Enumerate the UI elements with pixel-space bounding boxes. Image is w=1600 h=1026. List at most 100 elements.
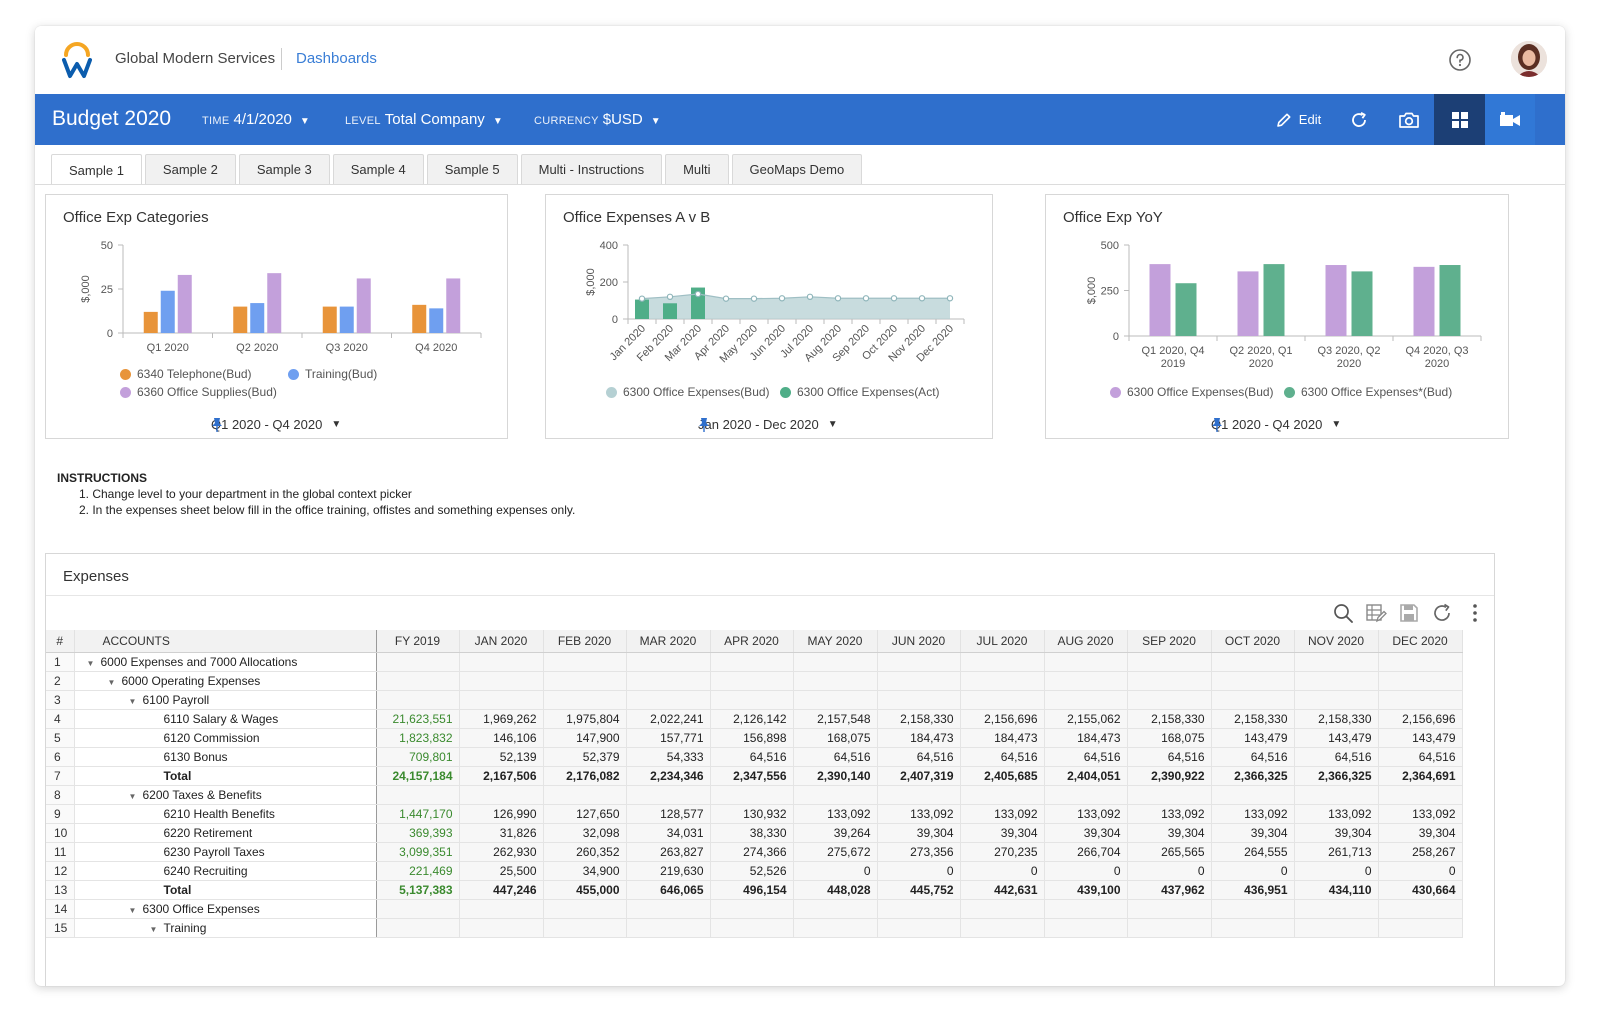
month-value-cell[interactable]: 157,771 bbox=[626, 728, 711, 748]
month-value-cell[interactable]: 64,516 bbox=[1294, 747, 1379, 767]
month-value-cell[interactable]: 133,092 bbox=[1211, 804, 1295, 824]
account-cell[interactable]: 6210 Health Benefits bbox=[74, 804, 377, 824]
month-value-cell[interactable] bbox=[626, 671, 711, 691]
account-cell[interactable]: Total bbox=[74, 766, 377, 786]
month-value-cell[interactable]: 1,969,262 bbox=[459, 709, 544, 729]
month-value-cell[interactable]: 64,516 bbox=[1378, 747, 1463, 767]
month-value-cell[interactable]: 2,167,506 bbox=[459, 766, 544, 786]
month-value-cell[interactable]: 126,990 bbox=[459, 804, 544, 824]
tab-geomaps-demo[interactable]: GeoMaps Demo bbox=[731, 154, 863, 184]
fy-value-cell[interactable]: 1,447,170 bbox=[376, 804, 460, 824]
edit-button[interactable]: Edit bbox=[1263, 94, 1333, 145]
month-value-cell[interactable] bbox=[960, 918, 1045, 938]
column-header[interactable]: MAR 2020 bbox=[626, 630, 711, 653]
month-value-cell[interactable] bbox=[459, 785, 544, 805]
account-cell[interactable]: ▼ 6000 Operating Expenses bbox=[74, 671, 377, 691]
month-value-cell[interactable]: 64,516 bbox=[960, 747, 1045, 767]
month-value-cell[interactable] bbox=[626, 690, 711, 710]
month-value-cell[interactable] bbox=[1378, 918, 1463, 938]
account-cell[interactable]: ▼ 6000 Expenses and 7000 Allocations bbox=[74, 652, 377, 672]
fy-value-cell[interactable]: 369,393 bbox=[376, 823, 460, 843]
month-value-cell[interactable] bbox=[1294, 918, 1379, 938]
month-value-cell[interactable] bbox=[710, 652, 794, 672]
month-value-cell[interactable] bbox=[459, 899, 544, 919]
fy-value-cell[interactable] bbox=[376, 652, 460, 672]
month-value-cell[interactable] bbox=[1294, 690, 1379, 710]
month-value-cell[interactable] bbox=[960, 899, 1045, 919]
month-value-cell[interactable] bbox=[459, 918, 544, 938]
month-value-cell[interactable]: 130,932 bbox=[710, 804, 794, 824]
month-value-cell[interactable]: 430,664 bbox=[1378, 880, 1463, 900]
month-value-cell[interactable] bbox=[1211, 671, 1295, 691]
month-value-cell[interactable] bbox=[459, 690, 544, 710]
collapse-toggle-icon[interactable]: ▼ bbox=[128, 696, 137, 706]
column-header[interactable]: NOV 2020 bbox=[1294, 630, 1379, 653]
date-range-picker[interactable]: Jan 2020 - Dec 2020 ▼ bbox=[698, 417, 838, 432]
legend-item[interactable]: 6300 Office Expenses(Bud) bbox=[606, 385, 770, 399]
presentation-button[interactable] bbox=[1485, 94, 1535, 145]
month-value-cell[interactable] bbox=[1127, 652, 1212, 672]
month-value-cell[interactable]: 0 bbox=[1044, 861, 1128, 881]
account-cell[interactable]: 6240 Recruiting bbox=[74, 861, 377, 881]
month-value-cell[interactable] bbox=[793, 652, 878, 672]
month-value-cell[interactable]: 143,479 bbox=[1294, 728, 1379, 748]
month-value-cell[interactable] bbox=[1294, 785, 1379, 805]
month-value-cell[interactable]: 274,366 bbox=[710, 842, 794, 862]
month-value-cell[interactable]: 39,304 bbox=[877, 823, 961, 843]
month-value-cell[interactable]: 38,330 bbox=[710, 823, 794, 843]
month-value-cell[interactable]: 265,565 bbox=[1127, 842, 1212, 862]
search-icon[interactable] bbox=[1332, 602, 1354, 624]
month-value-cell[interactable] bbox=[960, 690, 1045, 710]
month-value-cell[interactable]: 264,555 bbox=[1211, 842, 1295, 862]
account-cell[interactable]: ▼ 6200 Taxes & Benefits bbox=[74, 785, 377, 805]
month-value-cell[interactable]: 275,672 bbox=[793, 842, 878, 862]
legend-item[interactable]: 6340 Telephone(Bud) bbox=[120, 367, 252, 381]
edit-grid-icon[interactable] bbox=[1365, 602, 1387, 624]
fy-value-cell[interactable]: 24,157,184 bbox=[376, 766, 460, 786]
fy-value-cell[interactable]: 21,623,551 bbox=[376, 709, 460, 729]
month-value-cell[interactable] bbox=[1211, 690, 1295, 710]
month-value-cell[interactable]: 52,526 bbox=[710, 861, 794, 881]
column-header[interactable]: OCT 2020 bbox=[1211, 630, 1295, 653]
month-value-cell[interactable]: 270,235 bbox=[960, 842, 1045, 862]
month-value-cell[interactable]: 448,028 bbox=[793, 880, 878, 900]
month-value-cell[interactable]: 2,022,241 bbox=[626, 709, 711, 729]
account-cell[interactable]: ▼ 6100 Payroll bbox=[74, 690, 377, 710]
month-value-cell[interactable]: 262,930 bbox=[459, 842, 544, 862]
month-value-cell[interactable]: 127,650 bbox=[543, 804, 627, 824]
month-value-cell[interactable]: 442,631 bbox=[960, 880, 1045, 900]
month-value-cell[interactable]: 2,156,696 bbox=[1378, 709, 1463, 729]
month-value-cell[interactable]: 0 bbox=[1211, 861, 1295, 881]
tab-multi[interactable]: Multi bbox=[665, 154, 729, 184]
month-value-cell[interactable]: 437,962 bbox=[1127, 880, 1212, 900]
month-value-cell[interactable]: 54,333 bbox=[626, 747, 711, 767]
month-value-cell[interactable]: 34,900 bbox=[543, 861, 627, 881]
month-value-cell[interactable] bbox=[543, 690, 627, 710]
month-value-cell[interactable]: 52,379 bbox=[543, 747, 627, 767]
month-value-cell[interactable]: 2,155,062 bbox=[1044, 709, 1128, 729]
month-value-cell[interactable]: 64,516 bbox=[793, 747, 878, 767]
month-value-cell[interactable]: 455,000 bbox=[543, 880, 627, 900]
month-value-cell[interactable]: 2,407,319 bbox=[877, 766, 961, 786]
month-value-cell[interactable]: 39,304 bbox=[1378, 823, 1463, 843]
month-value-cell[interactable]: 2,234,346 bbox=[626, 766, 711, 786]
month-value-cell[interactable]: 273,356 bbox=[877, 842, 961, 862]
month-value-cell[interactable] bbox=[626, 918, 711, 938]
month-value-cell[interactable] bbox=[960, 671, 1045, 691]
column-header[interactable]: FY 2019 bbox=[376, 630, 460, 653]
month-value-cell[interactable]: 2,157,548 bbox=[793, 709, 878, 729]
month-value-cell[interactable]: 439,100 bbox=[1044, 880, 1128, 900]
month-value-cell[interactable] bbox=[710, 690, 794, 710]
month-value-cell[interactable]: 496,154 bbox=[710, 880, 794, 900]
month-value-cell[interactable]: 133,092 bbox=[1378, 804, 1463, 824]
month-value-cell[interactable] bbox=[877, 918, 961, 938]
month-value-cell[interactable]: 0 bbox=[793, 861, 878, 881]
month-value-cell[interactable] bbox=[543, 899, 627, 919]
month-value-cell[interactable]: 2,126,142 bbox=[710, 709, 794, 729]
month-value-cell[interactable] bbox=[1127, 785, 1212, 805]
month-value-cell[interactable] bbox=[960, 652, 1045, 672]
column-header[interactable]: APR 2020 bbox=[710, 630, 794, 653]
month-value-cell[interactable] bbox=[877, 899, 961, 919]
collapse-toggle-icon[interactable]: ▼ bbox=[149, 924, 158, 934]
legend-item[interactable]: 6300 Office Expenses(Bud) bbox=[1110, 385, 1274, 399]
